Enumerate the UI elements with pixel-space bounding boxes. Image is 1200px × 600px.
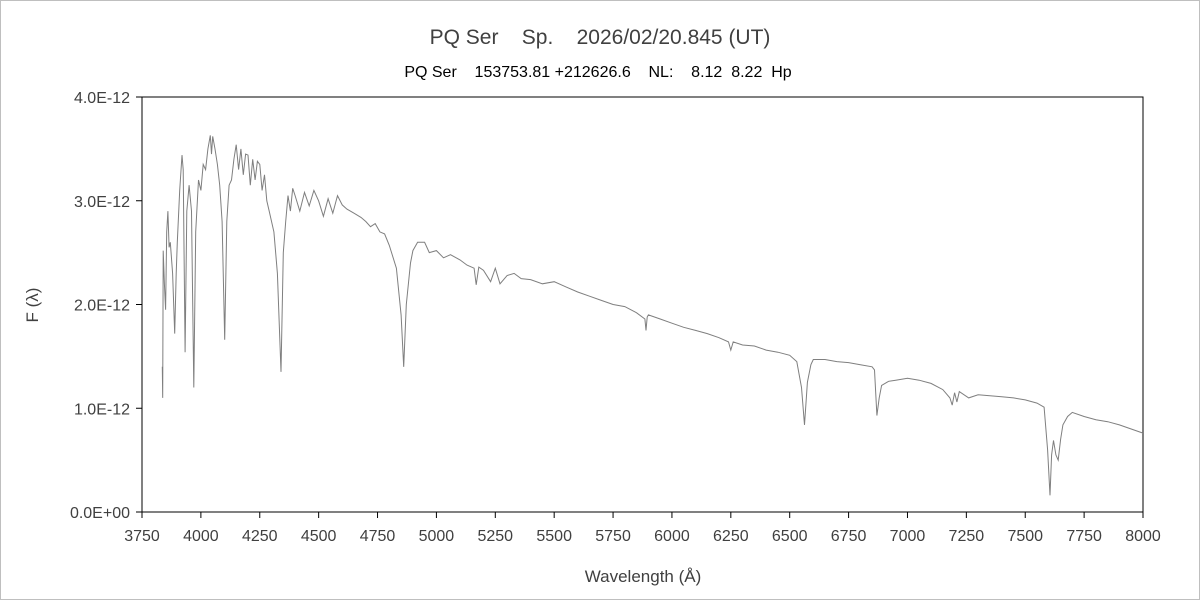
x-tick-label: 7500: [1007, 528, 1043, 545]
x-tick-label: 6000: [654, 528, 690, 545]
x-tick-label: 4000: [183, 528, 219, 545]
x-tick-label: 4250: [242, 528, 278, 545]
x-tick-label: 4750: [360, 528, 396, 545]
chart-subtitle: PQ Ser 153753.81 +212626.6 NL: 8.12 8.22…: [404, 64, 791, 81]
y-tick-label: 3.0E-12: [74, 194, 130, 211]
x-axis-label: Wavelength (Å): [585, 567, 702, 586]
x-tick-label: 6250: [713, 528, 749, 545]
plot-area: [141, 96, 1144, 513]
x-tick-label: 5500: [536, 528, 572, 545]
x-tick-label: 6500: [772, 528, 808, 545]
x-tick-label: 7000: [890, 528, 926, 545]
x-tick-label: 4500: [301, 528, 337, 545]
x-tick-label: 6750: [831, 528, 867, 545]
y-tick-label: 0.0E+00: [70, 505, 130, 522]
x-tick-label: 5000: [419, 528, 455, 545]
chart-title: PQ Ser Sp. 2026/02/20.845 (UT): [430, 26, 771, 49]
spectrum-line: [161, 135, 1144, 496]
y-tick-label: 1.0E-12: [74, 401, 130, 418]
y-tick-label: 2.0E-12: [74, 298, 130, 315]
y-axis-label: F (λ): [23, 288, 42, 323]
x-tick-label: 8000: [1125, 528, 1161, 545]
x-tick-label: 3750: [124, 528, 160, 545]
x-tick-label: 7250: [949, 528, 985, 545]
y-tick-label: 4.0E-12: [74, 90, 130, 107]
x-tick-label: 5750: [595, 528, 631, 545]
x-tick-label: 5250: [477, 528, 513, 545]
x-tick-label: 7750: [1066, 528, 1102, 545]
